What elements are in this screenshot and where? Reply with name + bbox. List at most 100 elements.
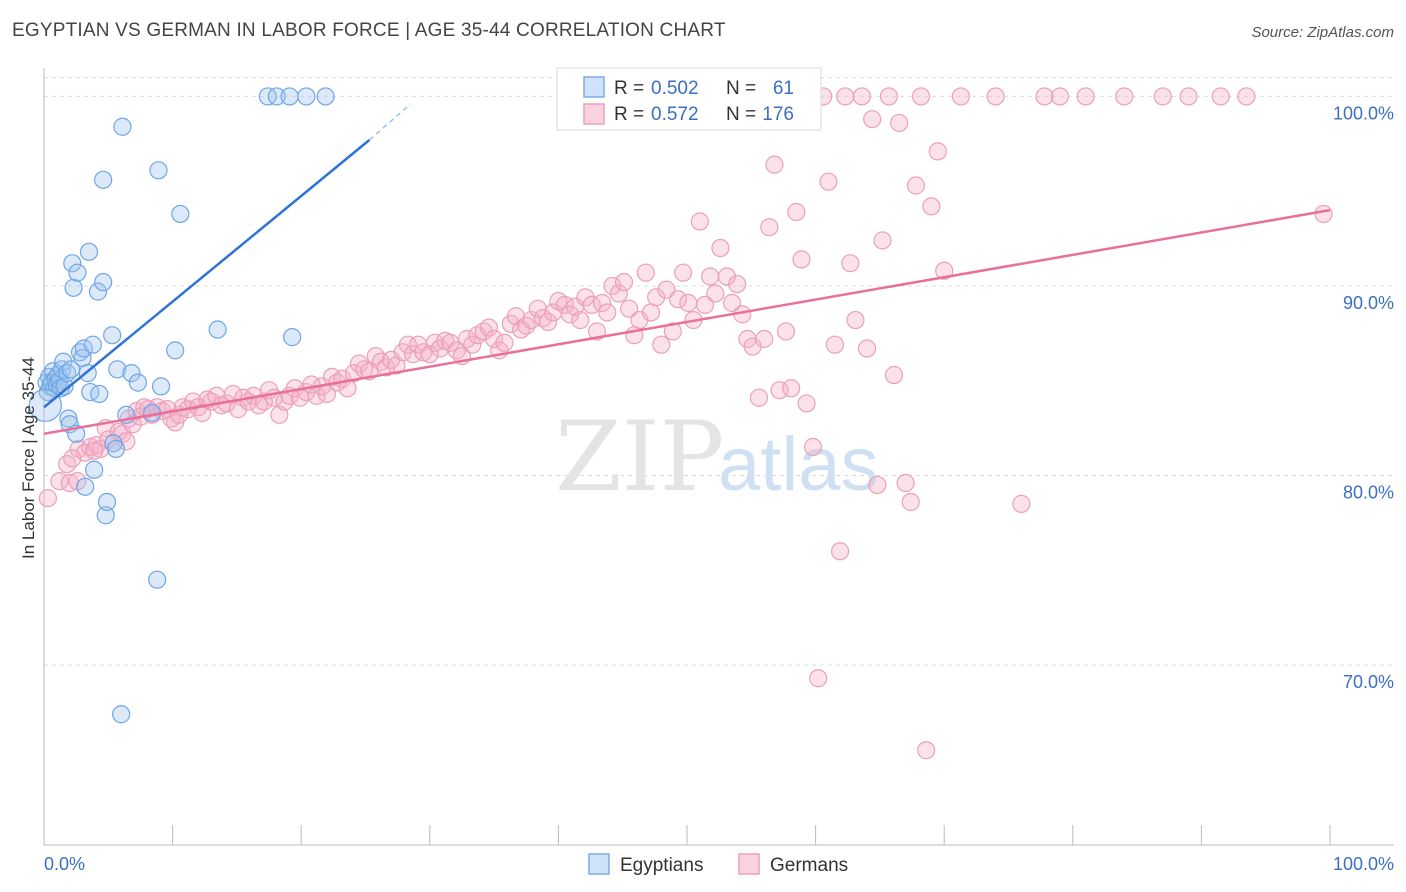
germans-point	[868, 475, 887, 495]
egyptians-point	[103, 326, 122, 345]
germans-point	[706, 284, 725, 303]
germans-point	[1314, 204, 1333, 224]
germans-point	[457, 329, 477, 349]
legend-n-value-2: 176	[762, 104, 794, 125]
germans-point	[1153, 87, 1172, 106]
legend-series: Egyptians Germans	[588, 853, 848, 876]
egyptians-point	[280, 87, 299, 106]
germans-point	[722, 293, 742, 313]
egyptians-point	[90, 384, 109, 404]
germans-point	[711, 238, 730, 258]
germans-point	[760, 218, 779, 237]
germans-point	[641, 303, 661, 322]
egyptians-point	[96, 506, 115, 525]
egyptians-point	[267, 87, 286, 106]
germans-point	[701, 267, 720, 286]
y-tick-label: 100.0%	[1333, 103, 1394, 123]
y-tick-labels: 70.0% 80.0% 90.0% 100.0%	[1333, 103, 1394, 692]
egyptians-point	[63, 254, 82, 273]
legend-n-value-1: 61	[773, 78, 794, 99]
germans-point	[485, 329, 504, 349]
germans-point	[398, 335, 418, 354]
germans-point	[674, 263, 693, 282]
germans-point	[528, 299, 547, 318]
legend-r-label-2: R =	[614, 104, 644, 125]
egyptians-point	[166, 341, 185, 360]
germans-point	[420, 345, 439, 364]
egyptians-point	[83, 335, 102, 354]
egyptians-trend-extension	[368, 103, 412, 141]
germans-point	[1076, 87, 1095, 106]
germans-point	[690, 212, 709, 231]
egyptians-point	[59, 409, 78, 428]
germans-point	[951, 87, 971, 106]
germans-point	[652, 335, 671, 354]
germans-trend-line	[43, 208, 1331, 435]
germans-point	[928, 142, 947, 161]
germans-point	[797, 394, 816, 413]
germans-point	[695, 295, 715, 314]
germans-point	[922, 197, 941, 216]
legend-swatch-germans-bottom	[738, 853, 760, 875]
watermark: ZIP atlas	[555, 401, 879, 513]
germans-point	[830, 542, 850, 561]
germans-point	[1035, 87, 1054, 106]
germans-point	[479, 318, 499, 337]
egyptians-trend-line	[43, 139, 371, 409]
germans-point	[879, 87, 899, 106]
egyptians-point	[94, 273, 113, 292]
egyptians-point	[208, 320, 227, 339]
germans-point	[1179, 87, 1198, 106]
germans-point	[517, 316, 536, 335]
germans-point	[58, 454, 77, 474]
germans-point	[63, 449, 82, 468]
germans-point	[593, 293, 612, 313]
germans-point	[620, 299, 639, 318]
chart-title: EGYPTIAN VS GERMAN IN LABOR FORCE | AGE …	[12, 20, 726, 41]
germans-point	[857, 339, 877, 358]
germans-point	[782, 379, 801, 398]
legend-swatch-germans	[583, 103, 605, 125]
x-tick-label-min: 0.0%	[44, 854, 85, 874]
germans-point	[366, 346, 385, 366]
egyptians-point	[74, 339, 93, 358]
germans-point	[598, 303, 617, 322]
germans-point	[728, 274, 747, 294]
germans-point	[1050, 87, 1070, 106]
egyptians-point	[76, 477, 95, 496]
egyptians-point	[97, 492, 117, 512]
germans-point	[906, 176, 926, 195]
germans-point	[1012, 494, 1031, 513]
germans-point	[539, 312, 558, 332]
germans-point	[836, 87, 855, 106]
germans-point	[609, 284, 628, 303]
germans-point	[495, 333, 514, 352]
germans-point	[873, 231, 892, 250]
egyptians-point	[151, 377, 171, 396]
x-tick-label-max: 100.0%	[1333, 854, 1394, 874]
legend-r-value-1: 0.502	[651, 78, 699, 99]
egyptians-point	[68, 263, 87, 282]
germans-point	[986, 87, 1005, 106]
legend-r-label-1: R =	[614, 78, 644, 99]
germans-point	[85, 441, 104, 460]
germans-point	[935, 261, 954, 280]
germans-point	[765, 155, 784, 174]
germans-point	[636, 263, 655, 282]
germans-point	[614, 273, 634, 292]
germans-point	[896, 473, 915, 493]
germans-point	[819, 172, 838, 191]
legend-swatch-egyptians	[583, 76, 605, 98]
egyptians-point	[112, 705, 131, 724]
egyptians-point	[297, 87, 316, 106]
germans-point	[911, 87, 931, 106]
germans-point	[344, 364, 364, 383]
y-axis-label: In Labor Force | Age 35-44	[19, 357, 38, 559]
germans-point	[38, 489, 57, 508]
y-tick-label: 70.0%	[1343, 672, 1394, 692]
germans-point	[1211, 87, 1230, 106]
germans-point	[679, 293, 698, 313]
germans-point	[803, 437, 823, 457]
watermark-atlas: atlas	[718, 422, 879, 507]
